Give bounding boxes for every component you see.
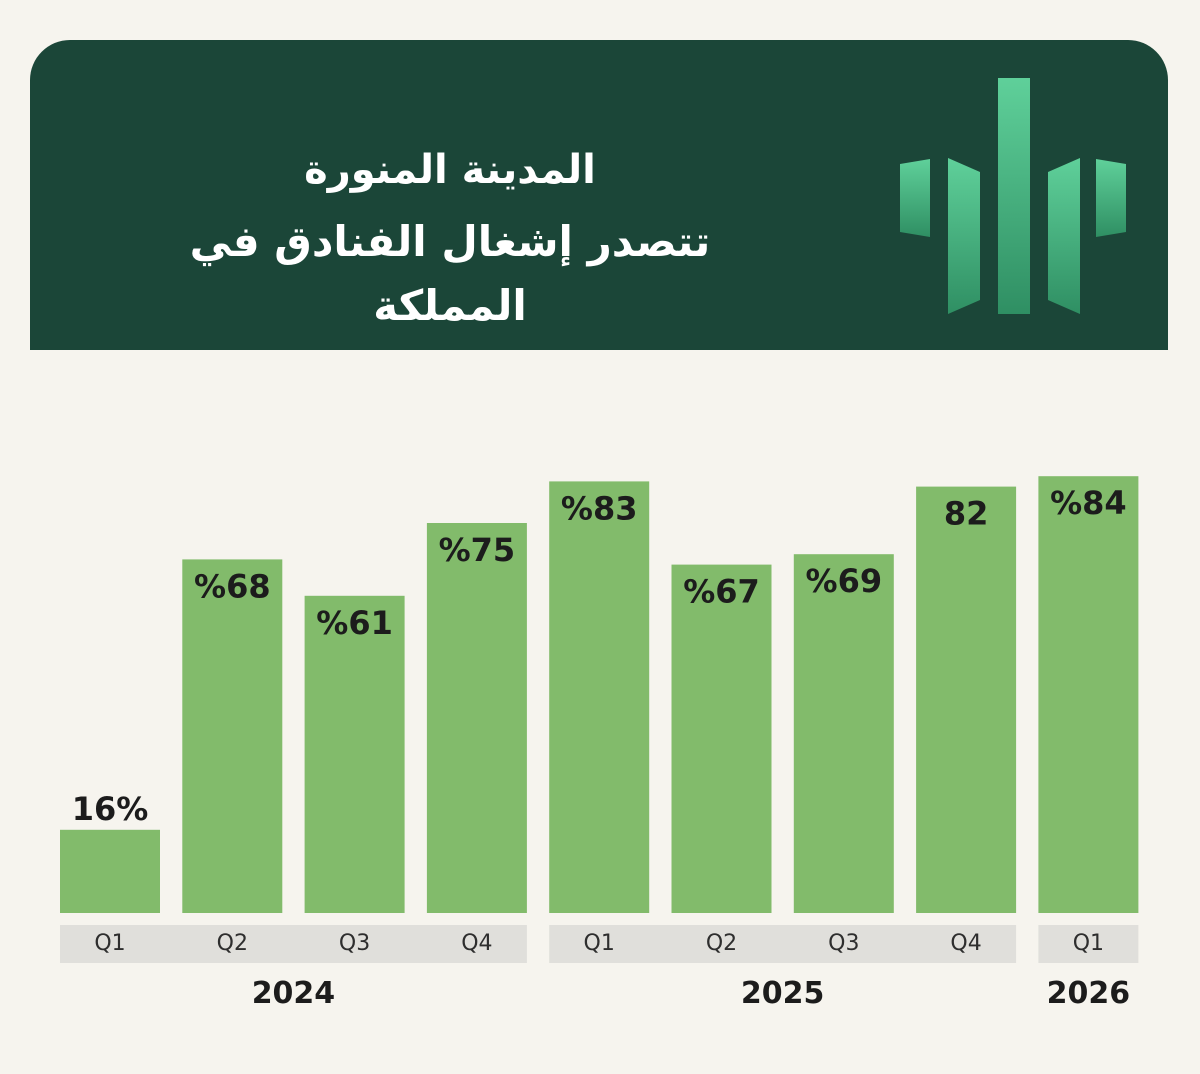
logo-bar-4 bbox=[1048, 158, 1080, 314]
page-title: المدينة المنورة bbox=[304, 147, 596, 193]
bar-2025-q3 bbox=[793, 554, 894, 913]
bars-layer bbox=[60, 476, 1139, 913]
bar-2026-q1 bbox=[1038, 476, 1139, 913]
quarter-tick-label: Q4 bbox=[950, 931, 981, 956]
logo-bar-1 bbox=[900, 159, 930, 237]
bar-value-label: %67 bbox=[683, 573, 760, 611]
quarter-tick-label: Q2 bbox=[217, 931, 248, 956]
bar-2025-q1 bbox=[549, 481, 650, 913]
bar-2025-q4 bbox=[916, 486, 1017, 913]
bar-2024-q2 bbox=[182, 559, 283, 913]
quarter-tick-label: Q1 bbox=[1073, 931, 1104, 956]
logo-bar-5 bbox=[1096, 159, 1126, 237]
equalizer-bars-logo-icon bbox=[900, 78, 1126, 314]
quarter-label-background bbox=[60, 925, 527, 963]
quarter-tick-label: Q1 bbox=[584, 931, 615, 956]
quarter-label-backgrounds bbox=[60, 925, 1139, 963]
bar-value-label: %68 bbox=[194, 567, 271, 605]
bar-2024-q4 bbox=[426, 523, 527, 913]
bar-2024-q1 bbox=[60, 829, 160, 913]
header-banner: المدينة المنورة تتصدر إشغال الفنادق في ا… bbox=[30, 40, 1168, 350]
bar-value-label: %69 bbox=[806, 562, 883, 600]
labels-layer: 16% Q1 %68 Q2 %61 Q3 %75 Q4 %83 Q1 %67 Q2 %69 Q3 82 Q4%… bbox=[72, 484, 1130, 1011]
year-label-2024: 2024 bbox=[252, 976, 336, 1011]
bar-value-label: %75 bbox=[439, 531, 516, 569]
bar-value-label: 16% bbox=[72, 790, 149, 828]
bar-2024-q3 bbox=[304, 595, 405, 913]
quarter-tick-label: Q1 bbox=[94, 931, 125, 956]
quarter-label-background bbox=[549, 925, 1017, 963]
quarter-tick-label: Q3 bbox=[828, 931, 859, 956]
title-block: المدينة المنورة تتصدر إشغال الفنادق في ا… bbox=[180, 140, 720, 338]
year-label-2025: 2025 bbox=[741, 976, 825, 1011]
bar-value-label: %61 bbox=[316, 604, 393, 642]
bar-value-label: 82 bbox=[944, 495, 989, 533]
year-label-2026: 2026 bbox=[1047, 976, 1131, 1011]
bar-2025-q2 bbox=[671, 564, 772, 913]
quarter-tick-label: Q3 bbox=[339, 931, 370, 956]
page-subtitle: تتصدر إشغال الفنادق في المملكة bbox=[189, 217, 711, 330]
bar-value-label: %84 bbox=[1050, 484, 1127, 522]
logo-bar-2 bbox=[948, 158, 980, 314]
quarter-tick-label: Q4 bbox=[461, 931, 492, 956]
quarter-label-background bbox=[1038, 925, 1139, 963]
bar-value-label: %83 bbox=[561, 489, 638, 527]
logo-bar-3 bbox=[998, 78, 1030, 314]
quarter-tick-label: Q2 bbox=[706, 931, 737, 956]
